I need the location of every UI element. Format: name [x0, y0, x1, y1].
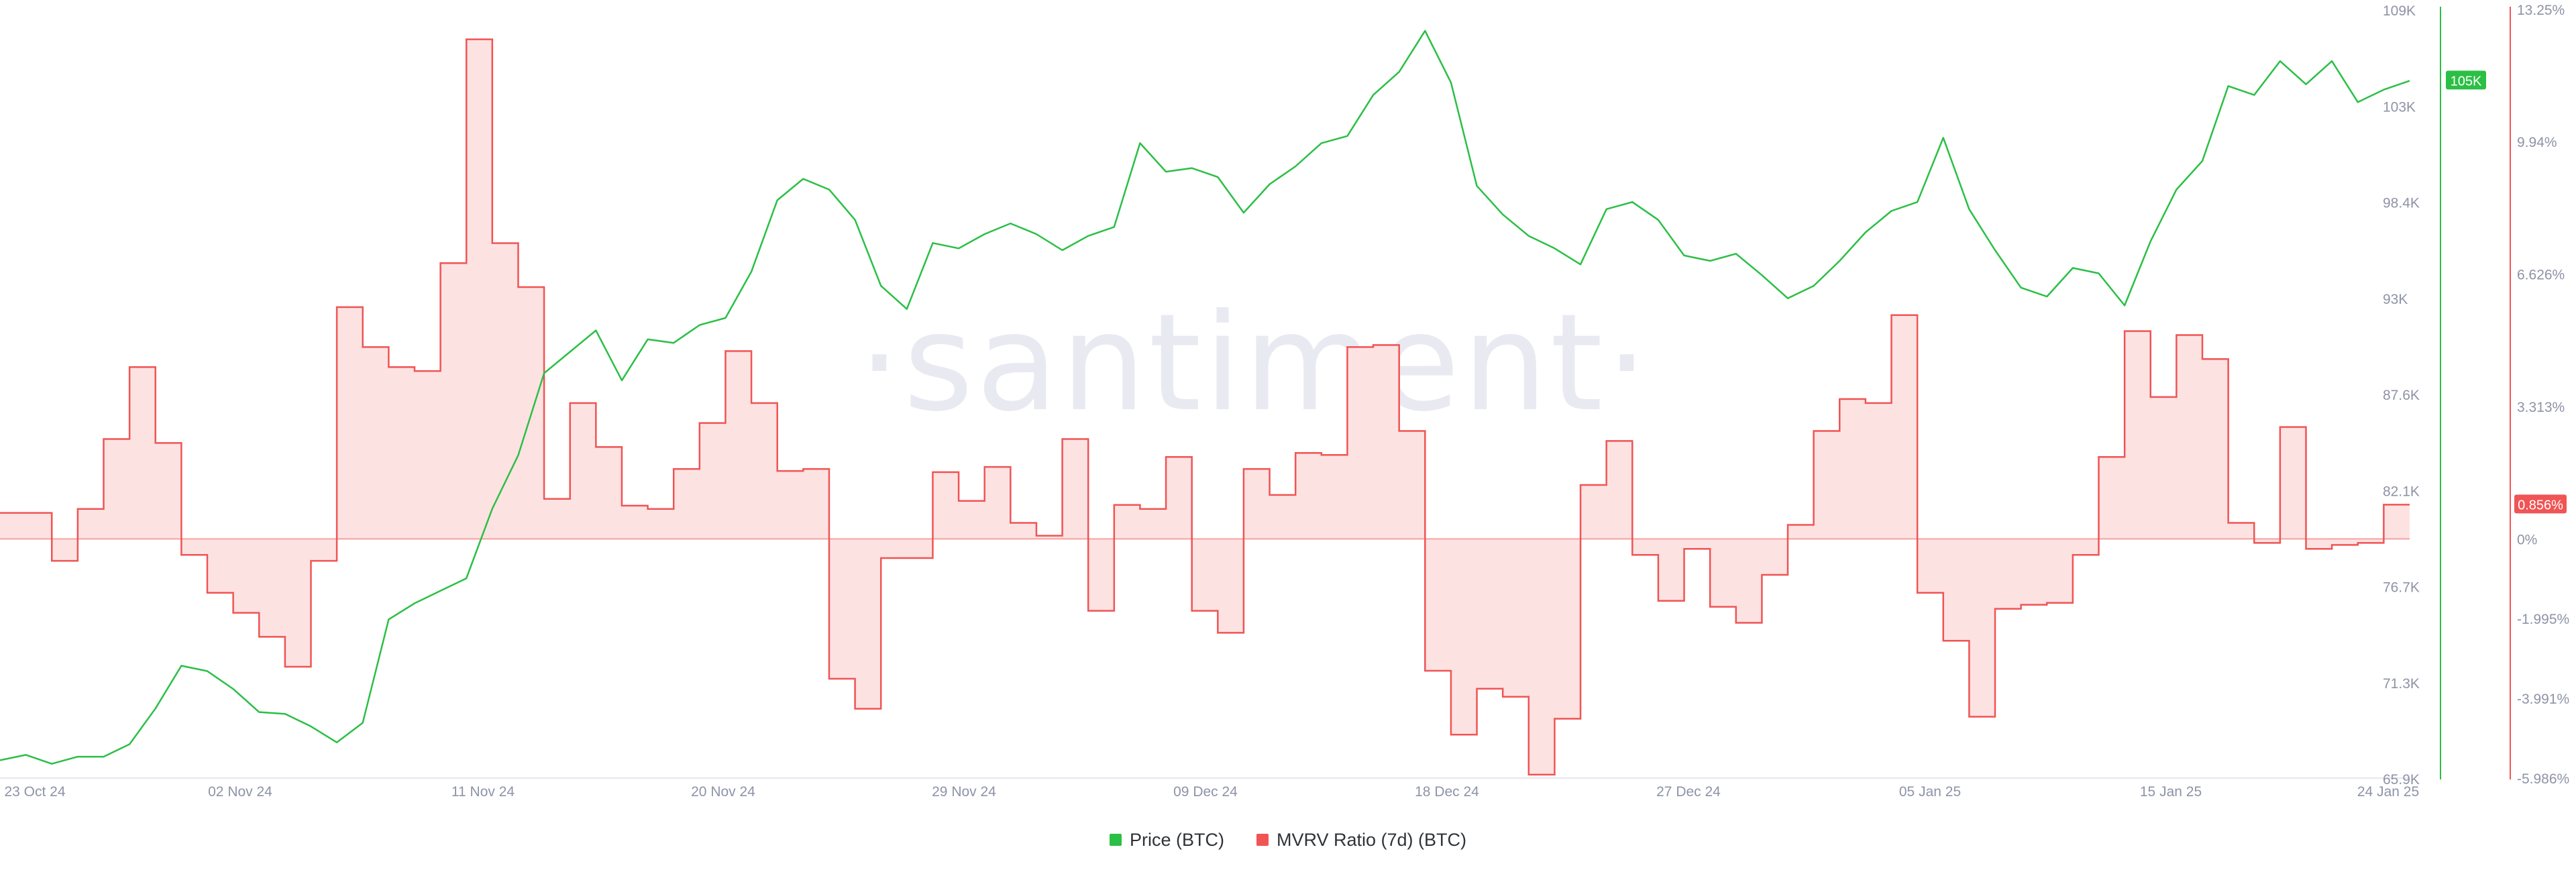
legend-swatch-mvrv	[1256, 834, 1269, 846]
price-current-label: 105K	[2451, 74, 2482, 89]
price-axis-tick: 109K	[2383, 3, 2416, 19]
legend-label-price: Price (BTC)	[1129, 829, 1224, 850]
axes: 109K 103K 98.4K 93K 87.6K 82.1K 76.7K 71.3K 65.9…	[0, 3, 2569, 800]
chart-canvas: ·santiment· 109K 103K 98.4K 93K 87.6K 82.1K 76…	[0, 3, 2569, 800]
price-series	[0, 30, 2410, 765]
mvrv-current-label: 0.856%	[2518, 498, 2563, 512]
x-axis-tick: 27 Dec 24	[1656, 784, 1721, 800]
mvrv-axis-tick: -5.986%	[2517, 771, 2569, 787]
mvrv-axis-tick: -1.995%	[2517, 612, 2569, 627]
legend-item-mvrv[interactable]: MVRV Ratio (7d) (BTC)	[1256, 830, 1466, 851]
x-axis-tick: 24 Jan 25	[2357, 784, 2419, 800]
mvrv-axis-tick: 13.25%	[2517, 3, 2565, 18]
x-axis-tick: 20 Nov 24	[691, 784, 755, 800]
mvrv-axis-tick: 9.94%	[2517, 135, 2557, 150]
x-axis-tick: 11 Nov 24	[451, 784, 515, 800]
price-axis-tick: 71.3K	[2383, 676, 2420, 692]
mvrv-line	[0, 38, 2410, 776]
chart-legend: Price (BTC) MVRV Ratio (7d) (BTC)	[0, 826, 2576, 853]
mvrv-axis-tick: 6.626%	[2517, 268, 2565, 283]
x-axis-tick: 09 Dec 24	[1173, 784, 1238, 800]
price-axis-tick: 76.7K	[2383, 580, 2420, 596]
x-axis-tick: 05 Jan 25	[1899, 784, 1961, 800]
mvrv-area-fill	[0, 39, 2410, 775]
legend-label-mvrv: MVRV Ratio (7d) (BTC)	[1276, 829, 1467, 850]
mvrv-axis-tick: 0%	[2517, 532, 2537, 547]
mvrv-axis-tick: 3.313%	[2517, 400, 2565, 415]
price-line	[0, 30, 2410, 765]
x-axis-tick: 15 Jan 25	[2140, 784, 2202, 800]
x-axis-tick: 23 Oct 24	[4, 784, 65, 800]
mvrv-current-badge	[2514, 494, 2567, 514]
x-axis-tick: 02 Nov 24	[208, 784, 272, 800]
price-axis-tick: 103K	[2383, 99, 2416, 115]
price-axis-tick: 82.1K	[2383, 484, 2420, 499]
santiment-watermark: ·santiment·	[858, 285, 1651, 441]
price-axis-tick: 98.4K	[2383, 196, 2420, 211]
price-current-badge	[2446, 70, 2486, 90]
mvrv-axis-tick: -3.991%	[2517, 692, 2569, 707]
price-axis-tick: 87.6K	[2383, 388, 2420, 403]
price-axis-tick: 93K	[2383, 292, 2408, 307]
x-axis-tick: 29 Nov 24	[932, 784, 996, 800]
mvrv-series	[0, 38, 2410, 776]
x-axis-tick: 18 Dec 24	[1415, 784, 1479, 800]
legend-swatch-price	[1109, 834, 1122, 846]
legend-item-price[interactable]: Price (BTC)	[1109, 829, 1224, 851]
price-axis-tick: 65.9K	[2383, 772, 2420, 787]
